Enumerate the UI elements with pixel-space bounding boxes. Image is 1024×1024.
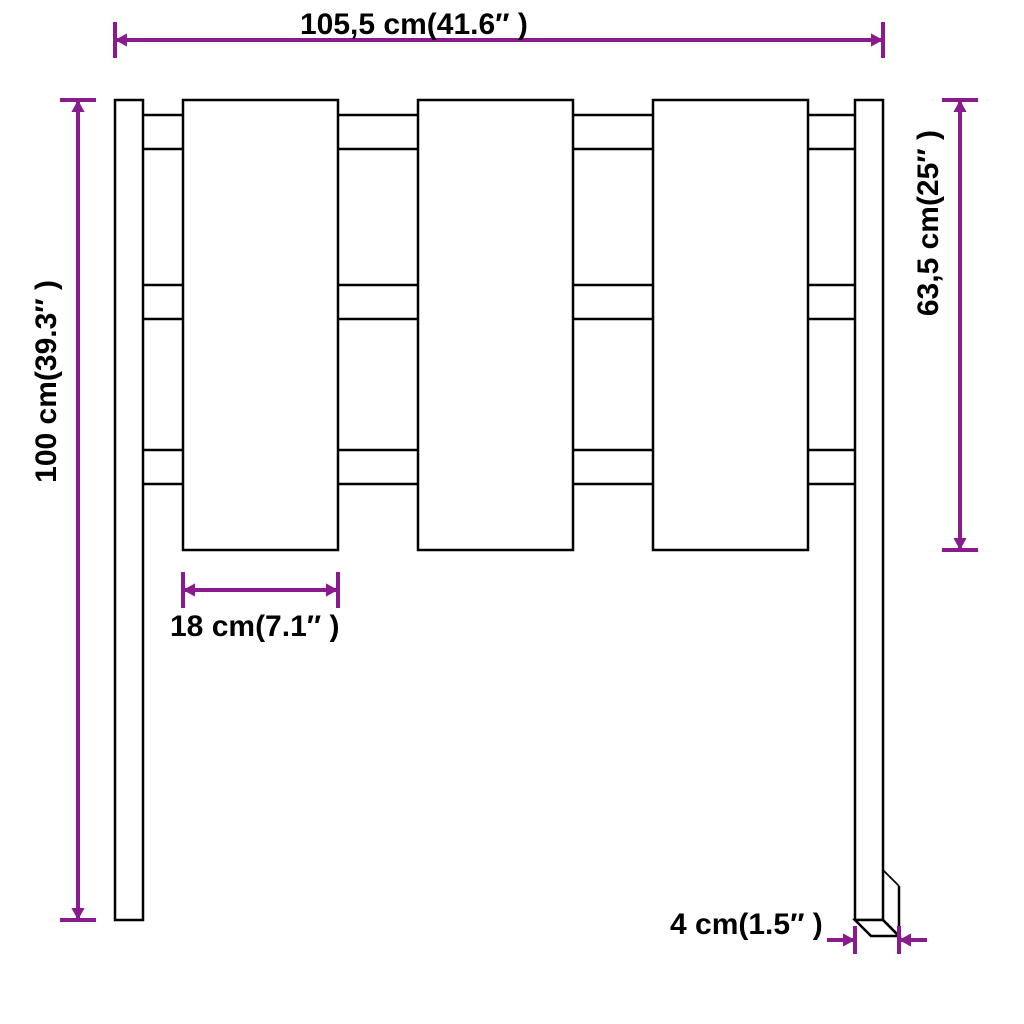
dim-right-label: 63,5 cm(25″ ): [912, 130, 946, 316]
dimension-diagram: [0, 0, 1024, 1024]
dim-depth-label: 4 cm(1.5″ ): [670, 908, 823, 942]
dim-slat-label: 18 cm(7.1″ ): [170, 610, 339, 644]
dim-left-label: 100 cm(39.3″ ): [30, 280, 64, 483]
dim-top-label: 105,5 cm(41.6″ ): [300, 8, 528, 42]
